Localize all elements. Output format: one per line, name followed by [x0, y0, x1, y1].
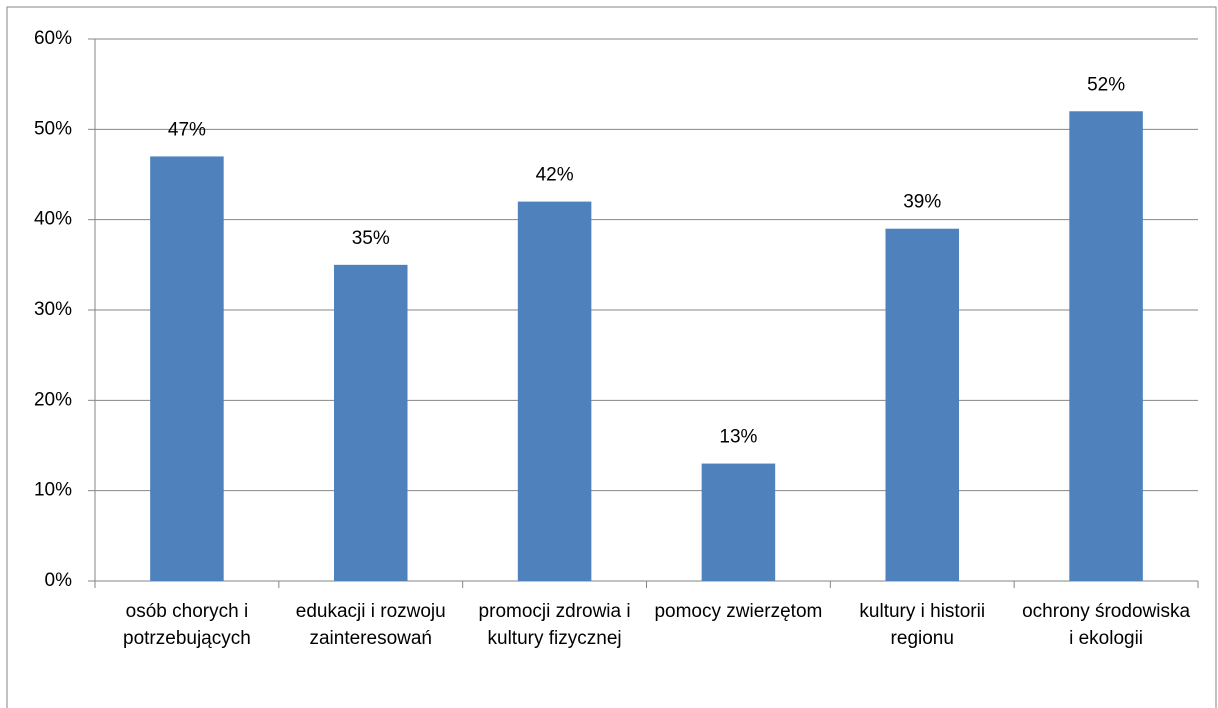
data-label: 39% — [903, 192, 941, 213]
x-tick-label: kultury i historii regionu — [859, 601, 986, 649]
x-tick-label: ochrony środowiska i ekologii — [1022, 601, 1191, 649]
bar — [1069, 111, 1143, 582]
x-tick-label: osób chorych i potrzebujących — [123, 601, 251, 649]
x-tick-label: edukacji i rozwoju zainteresowań — [295, 601, 446, 649]
data-label: 47% — [168, 119, 206, 140]
data-label: 13% — [719, 427, 757, 448]
bar — [517, 201, 592, 581]
bar — [701, 463, 776, 581]
x-tick-label: promocji zdrowia i kultury fizycznej — [478, 601, 631, 649]
data-label: 35% — [352, 228, 390, 249]
y-tick-label: 60% — [34, 28, 72, 49]
bar — [333, 264, 408, 581]
y-tick-label: 40% — [34, 209, 72, 230]
bar — [885, 228, 960, 581]
y-tick-label: 50% — [34, 118, 72, 139]
y-tick-label: 10% — [34, 480, 72, 501]
bar — [150, 156, 224, 581]
chart-border — [6, 6, 1217, 708]
data-label: 42% — [536, 165, 574, 186]
y-tick-label: 0% — [45, 570, 73, 591]
data-label: 52% — [1087, 74, 1125, 95]
y-tick-label: 30% — [34, 299, 72, 320]
x-tick-label: pomocy zwierzętom — [654, 601, 823, 622]
y-tick-label: 20% — [34, 389, 72, 410]
